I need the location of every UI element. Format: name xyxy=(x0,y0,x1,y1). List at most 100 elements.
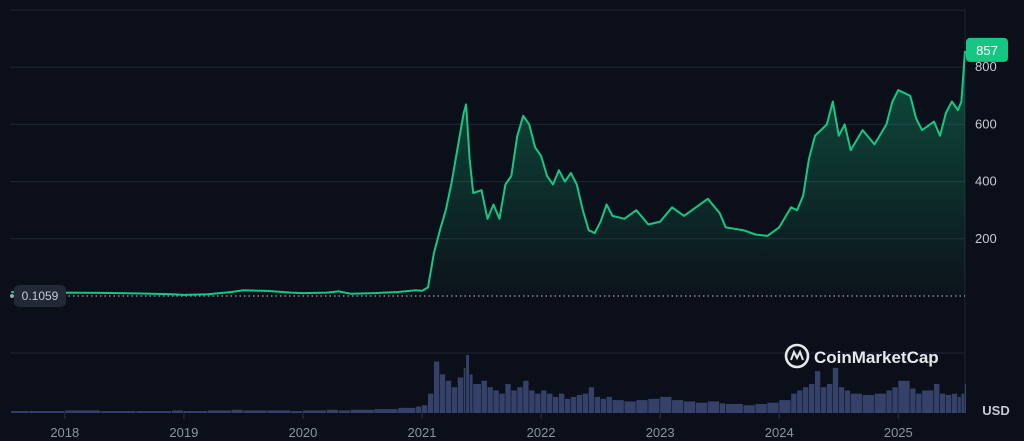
volume-bar xyxy=(838,387,845,413)
volume-bar xyxy=(558,393,565,413)
volume-bar xyxy=(547,393,553,413)
volume-bar xyxy=(505,384,511,413)
volume-bar xyxy=(427,393,434,413)
logo xyxy=(784,343,810,369)
volume-bar xyxy=(683,401,696,413)
volume-bar xyxy=(326,409,339,413)
volume-bar xyxy=(624,401,636,413)
currency-label: USD xyxy=(982,403,1009,418)
volume-bar xyxy=(743,405,755,413)
axes: 200 400 600 800 2018 2019 2020 2021 2022 2023 2024… xyxy=(10,37,1008,440)
volume-bar xyxy=(29,411,65,413)
volume-bar xyxy=(965,384,966,413)
volume-bar xyxy=(672,400,684,413)
y-tick-label: 800 xyxy=(975,59,997,74)
volume-bar xyxy=(612,400,624,413)
volume-bar xyxy=(961,393,965,413)
volume-bar xyxy=(466,355,470,413)
y-tick-label: 600 xyxy=(975,116,997,131)
volume-bar xyxy=(594,396,601,413)
start-price-badge xyxy=(14,284,66,307)
volume-bar xyxy=(207,410,231,413)
volume-bar xyxy=(779,400,791,413)
volume-bar xyxy=(898,380,910,413)
volume-bar xyxy=(523,380,529,413)
volume-bar xyxy=(291,411,303,413)
volume-bar xyxy=(945,394,952,413)
volume-bar xyxy=(719,403,726,413)
x-tick-label: 2019 xyxy=(169,425,198,440)
volume-bar xyxy=(517,387,523,413)
start-price-label: 0.1059 xyxy=(22,289,59,303)
volume-bar xyxy=(844,390,851,413)
volume-bar xyxy=(660,396,672,413)
volume-bar xyxy=(832,367,839,413)
x-tick-label: 2023 xyxy=(646,425,675,440)
volume-bar xyxy=(916,393,922,413)
x-tick-label: 2020 xyxy=(288,425,317,440)
volume-bar xyxy=(535,393,541,413)
volume-bar xyxy=(886,390,892,413)
volume-bar xyxy=(820,387,827,413)
volume-bar xyxy=(910,388,916,413)
volume-bar xyxy=(767,402,779,413)
volume-bar xyxy=(862,394,874,413)
volume-bar xyxy=(243,410,267,413)
volume-bar xyxy=(499,393,505,413)
volume-bar xyxy=(422,405,428,413)
x-tick-label: 2025 xyxy=(884,425,913,440)
plot xyxy=(10,50,966,297)
volume-bar xyxy=(951,393,958,413)
volume-bar xyxy=(600,398,606,413)
volume-bar xyxy=(809,384,815,413)
volume-bar xyxy=(636,400,648,413)
volume-bar xyxy=(934,384,940,413)
volume-bar xyxy=(64,410,100,413)
volume-bar xyxy=(707,401,720,413)
watermark-text: CoinMarketCap xyxy=(814,348,939,367)
volume-bar xyxy=(350,409,374,413)
volume-bar xyxy=(648,398,660,413)
current-price-badge xyxy=(966,37,1008,62)
current-price-label: 857 xyxy=(976,43,998,58)
volume-bar xyxy=(439,374,446,413)
volume-bar xyxy=(957,396,961,413)
volume-bar xyxy=(183,411,208,413)
volume-bar xyxy=(892,387,898,413)
volume-bar xyxy=(469,374,473,413)
volume-bar xyxy=(433,361,440,413)
y-tick-label: 200 xyxy=(975,231,997,246)
volume-bar xyxy=(473,384,481,413)
volume-bar xyxy=(564,398,571,413)
volume-bar xyxy=(398,407,416,413)
y-tick-label: 400 xyxy=(975,174,997,189)
volume-bar xyxy=(552,396,559,413)
volume-bar xyxy=(231,409,243,413)
volume-bar xyxy=(445,380,452,413)
volume-bar xyxy=(755,403,767,413)
logo-mark xyxy=(790,349,804,361)
volume-bar xyxy=(457,377,464,413)
volume-bar xyxy=(582,393,589,413)
watermark: CoinMarketCap xyxy=(784,343,939,369)
volume-bar xyxy=(570,396,577,413)
volume-bar xyxy=(511,390,517,413)
volume-bar xyxy=(493,390,499,413)
volume-bar xyxy=(606,396,612,413)
volume-bar xyxy=(416,406,422,413)
volume-bar xyxy=(541,390,547,413)
volume-bar xyxy=(803,387,809,413)
price-line xyxy=(11,50,966,296)
volume-bar xyxy=(529,390,535,413)
volume-bar xyxy=(874,393,886,413)
volume-bar xyxy=(588,387,595,413)
volume-bar xyxy=(100,411,136,413)
volume-bar xyxy=(797,390,803,413)
volume-bar xyxy=(814,371,821,413)
volume-bar xyxy=(481,380,487,413)
area xyxy=(11,50,965,296)
volume-bar xyxy=(374,409,398,413)
volume-bar xyxy=(11,411,29,413)
volume-bar xyxy=(487,387,493,413)
